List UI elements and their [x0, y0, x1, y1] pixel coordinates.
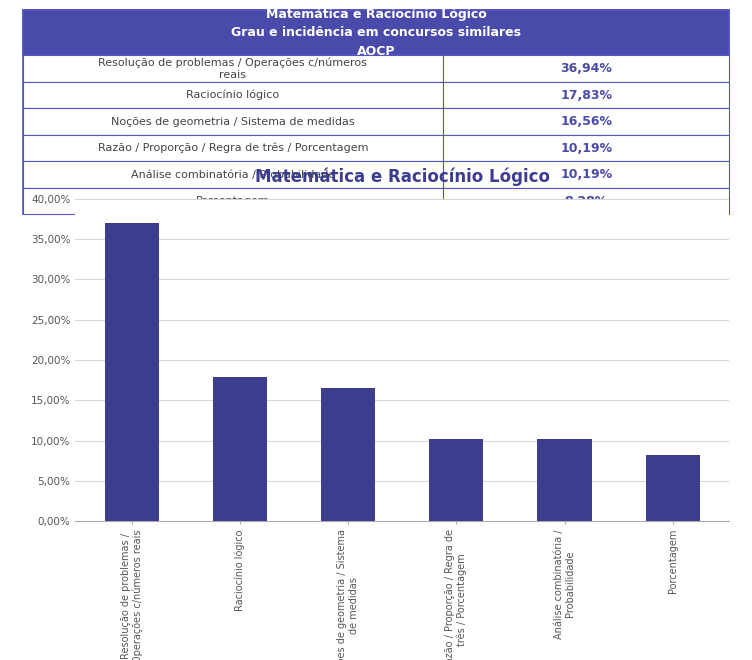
Text: 10,19%: 10,19%: [560, 142, 612, 154]
Bar: [213, 378, 267, 521]
Text: Matemática e Raciocínio Lógico
Grau e incidência em concursos similares
AOCP: Matemática e Raciocínio Lógico Grau e in…: [231, 7, 521, 57]
Bar: [23, 108, 729, 135]
Text: 10,19%: 10,19%: [560, 168, 612, 182]
Text: Análise combinatória / Probabilidade: Análise combinatória / Probabilidade: [131, 170, 335, 180]
Bar: [538, 439, 592, 521]
Bar: [23, 10, 729, 55]
Title: Matemática e Raciocínio Lógico: Matemática e Raciocínio Lógico: [255, 168, 550, 186]
Text: Razão / Proporção / Regra de três / Porcentagem: Razão / Proporção / Regra de três / Porc…: [98, 143, 368, 153]
Bar: [321, 387, 375, 521]
Bar: [23, 135, 729, 162]
Bar: [23, 55, 729, 82]
Text: 8,28%: 8,28%: [565, 195, 608, 208]
Text: Porcentagem: Porcentagem: [196, 196, 270, 206]
Text: 16,56%: 16,56%: [560, 115, 612, 128]
Bar: [429, 439, 484, 521]
Bar: [646, 455, 699, 521]
Bar: [105, 223, 159, 521]
Bar: [23, 188, 729, 215]
Text: 17,83%: 17,83%: [560, 88, 612, 102]
Text: Raciocínio lógico: Raciocínio lógico: [186, 90, 280, 100]
Text: Noções de geometria / Sistema de medidas: Noções de geometria / Sistema de medidas: [111, 117, 355, 127]
Bar: [23, 162, 729, 188]
Text: Resolução de problemas / Operações c/números
reais: Resolução de problemas / Operações c/núm…: [99, 57, 367, 79]
Text: 36,94%: 36,94%: [560, 62, 612, 75]
Bar: [23, 82, 729, 108]
